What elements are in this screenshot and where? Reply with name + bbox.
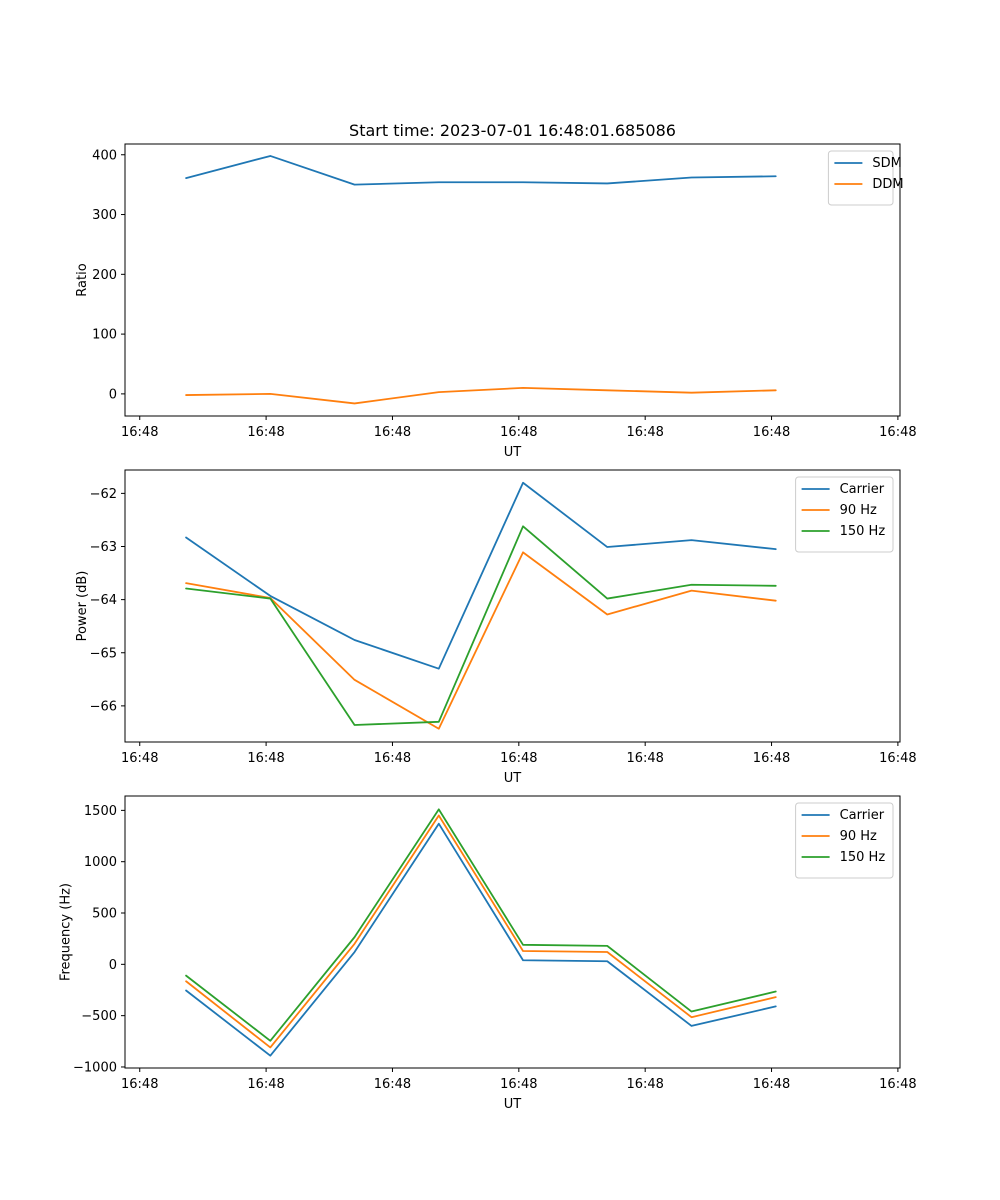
power-y-tick-label: −66 [90, 699, 117, 714]
figure-title: Start time: 2023-07-01 16:48:01.685086 [349, 121, 676, 140]
power-axes-frame [124, 469, 901, 743]
power-legend-label: 150 Hz [840, 524, 886, 539]
frequency-y-tick-label: 500 [92, 907, 117, 922]
frequency-x-axis-label: UT [504, 1097, 522, 1112]
ratio-axes-frame [124, 143, 901, 417]
power-y-tick-label: −65 [90, 646, 117, 661]
frequency-legend-label: 150 Hz [840, 850, 886, 865]
ratio-panel: 16:48 16:48 16:48 16:48 16:48 16:48 16:48 0 100 2… [75, 143, 917, 460]
ratio-y-tick-label: 400 [92, 148, 117, 163]
power-legend: Carrier 90 Hz 150 Hz [795, 476, 894, 553]
frequency-series-90-hz [185, 814, 777, 1049]
ratio-legend-label: DDM [872, 177, 903, 192]
power-x-tick-label: 16:48 [626, 751, 663, 766]
frequency-x-tick-label: 16:48 [374, 1077, 411, 1092]
ratio-x-tick-label: 16:48 [500, 425, 537, 440]
power-x-tick-label: 16:48 [500, 751, 537, 766]
frequency-axes-frame [124, 795, 901, 1069]
frequency-x-tick-label: 16:48 [753, 1077, 790, 1092]
frequency-x-tick-label: 16:48 [879, 1077, 916, 1092]
power-series-150-hz [185, 525, 777, 726]
power-series-carrier [185, 481, 777, 670]
frequency-legend-label: Carrier [840, 808, 885, 823]
frequency-y-tick-label: 0 [109, 958, 117, 973]
frequency-x-tick-label: 16:48 [500, 1077, 537, 1092]
power-y-axis-label: Power (dB) [75, 571, 90, 642]
ratio-x-tick-label: 16:48 [121, 425, 158, 440]
frequency-y-tick-label: −1000 [73, 1060, 117, 1075]
frequency-panel: 16:48 16:48 16:48 16:48 16:48 16:48 16:48 −1000… [59, 795, 917, 1112]
power-y-tick-label: −62 [90, 487, 117, 502]
power-series-90-hz [185, 551, 777, 730]
ratio-x-tick-label: 16:48 [753, 425, 790, 440]
ratio-legend-label: SDM [872, 156, 901, 171]
ratio-legend-box [827, 150, 894, 206]
ratio-series-ddm [185, 386, 777, 405]
ratio-series-sdm [185, 155, 777, 186]
frequency-x-tick-label: 16:48 [626, 1077, 663, 1092]
plots: 16:48 16:48 16:48 16:48 16:48 16:48 16:48 0 100 2… [59, 143, 917, 1112]
power-y-tick-label: −63 [90, 540, 117, 555]
power-x-tick-label: 16:48 [374, 751, 411, 766]
frequency-x-tick-label: 16:48 [247, 1077, 284, 1092]
frequency-x-tick-label: 16:48 [121, 1077, 158, 1092]
power-panel: 16:48 16:48 16:48 16:48 16:48 16:48 16:48 −66 −6… [75, 469, 917, 786]
frequency-legend: Carrier 90 Hz 150 Hz [795, 802, 894, 879]
power-x-tick-label: 16:48 [247, 751, 284, 766]
power-legend-label: 90 Hz [840, 503, 877, 518]
ratio-y-tick-label: 300 [92, 208, 117, 223]
frequency-y-tick-label: 1000 [84, 855, 117, 870]
ratio-legend: SDM DDM [827, 150, 904, 206]
power-x-tick-label: 16:48 [879, 751, 916, 766]
ratio-y-tick-label: 0 [109, 387, 117, 402]
power-x-tick-label: 16:48 [753, 751, 790, 766]
ratio-y-tick-label: 200 [92, 268, 117, 283]
power-x-tick-label: 16:48 [121, 751, 158, 766]
ratio-x-axis-label: UT [504, 445, 522, 460]
ratio-y-axis-label: Ratio [75, 263, 90, 296]
power-legend-box [795, 476, 894, 553]
power-x-axis-label: UT [504, 771, 522, 786]
ratio-y-tick-label: 100 [92, 328, 117, 343]
ratio-x-tick-label: 16:48 [374, 425, 411, 440]
frequency-y-axis-label: Frequency (Hz) [59, 883, 74, 981]
frequency-legend-label: 90 Hz [840, 829, 877, 844]
ratio-x-tick-label: 16:48 [626, 425, 663, 440]
frequency-legend-box [795, 802, 894, 879]
frequency-series-150-hz [185, 808, 777, 1042]
power-y-tick-label: −64 [90, 593, 117, 608]
ratio-x-tick-label: 16:48 [879, 425, 916, 440]
frequency-y-tick-label: −500 [81, 1009, 117, 1024]
frequency-series-carrier [185, 822, 777, 1057]
frequency-y-tick-label: 1500 [84, 804, 117, 819]
power-legend-label: Carrier [840, 482, 885, 497]
ratio-x-tick-label: 16:48 [247, 425, 284, 440]
